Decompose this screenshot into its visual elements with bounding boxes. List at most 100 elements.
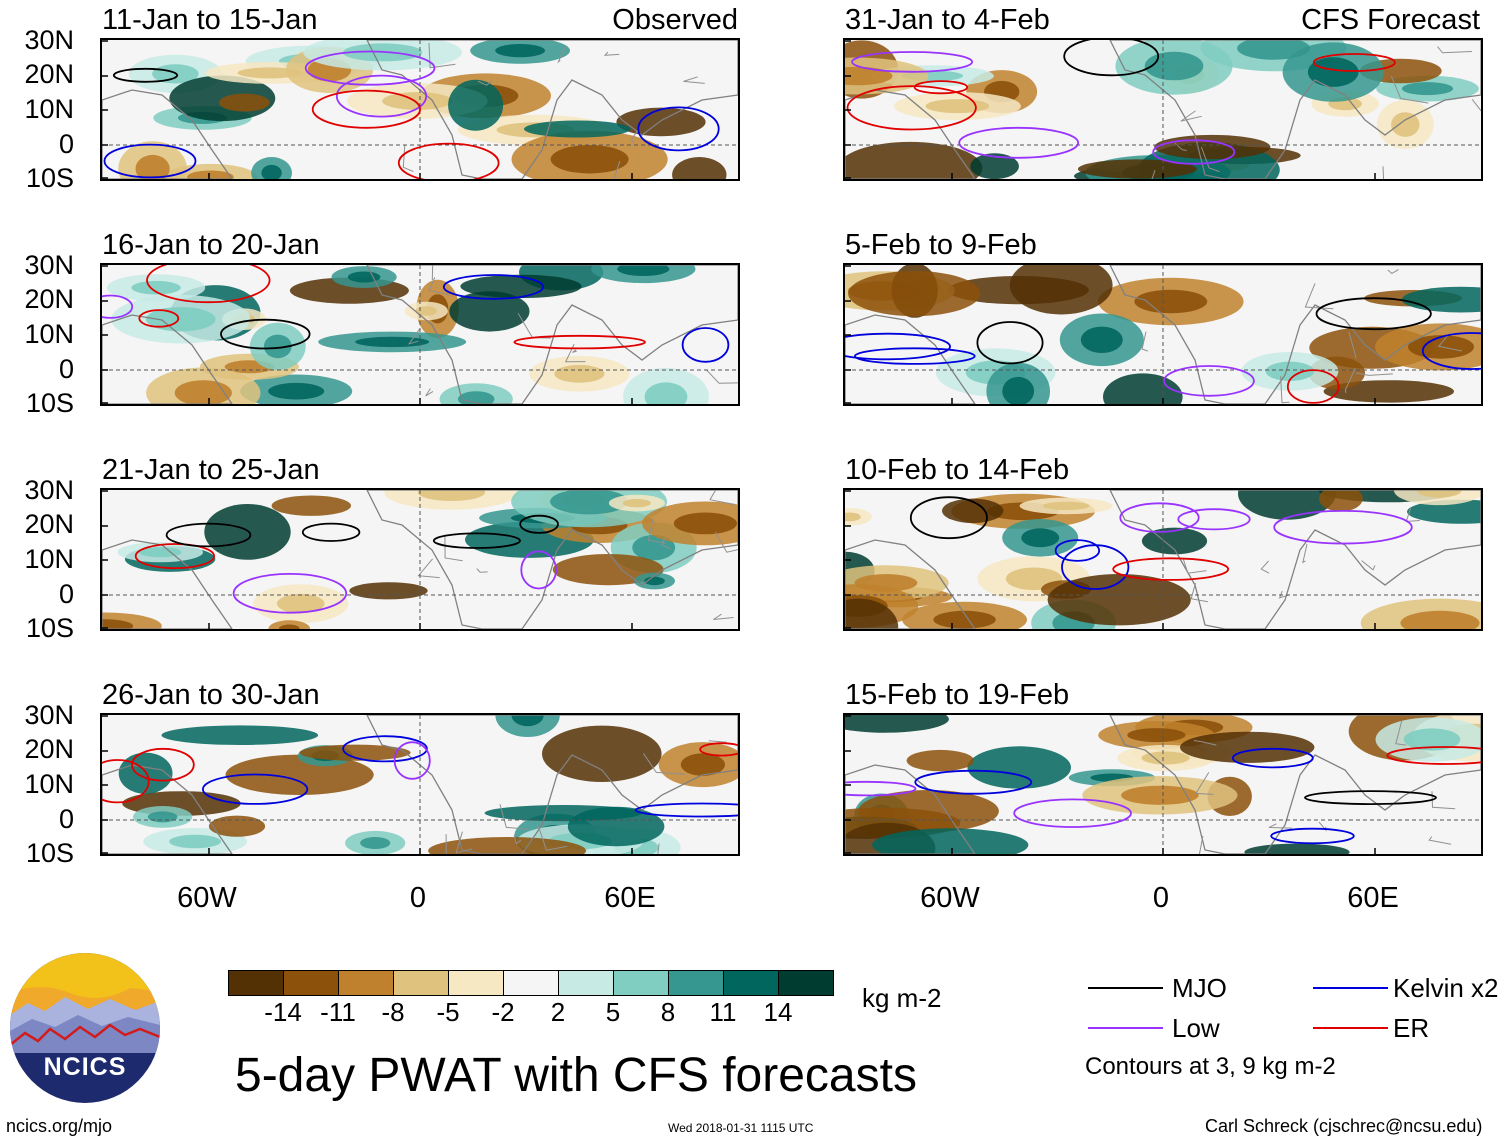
country-border xyxy=(613,160,621,179)
pwat-anomaly-core xyxy=(276,593,325,614)
pwat-anomaly-core xyxy=(102,619,134,629)
wave-contour xyxy=(1163,365,1255,397)
panel-title: 31-Jan to 4-Feb xyxy=(845,4,1050,36)
pwat-anomaly-shading xyxy=(204,504,291,560)
pwat-anomaly-core xyxy=(382,92,453,110)
wave-contour xyxy=(342,735,428,763)
colorbar-tick-label: -2 xyxy=(491,997,515,1027)
coastline xyxy=(845,314,976,404)
lat-label: 0 xyxy=(58,804,74,834)
pwat-anomaly-core xyxy=(1391,112,1420,137)
country-border xyxy=(1471,99,1481,112)
wave-contour xyxy=(393,741,431,780)
country-border xyxy=(1190,582,1208,603)
pwat-anomaly-core xyxy=(415,306,438,316)
wave-contour xyxy=(1421,332,1481,370)
pwat-anomaly-shading xyxy=(1319,490,1363,512)
lon-label: 0 xyxy=(1152,882,1170,914)
wave-contour xyxy=(699,742,738,757)
units-label: kg m-2 xyxy=(862,983,942,1013)
wave-contour xyxy=(1231,747,1314,769)
coastline xyxy=(366,715,738,854)
country-border xyxy=(1382,166,1385,179)
wave-contour xyxy=(1112,557,1230,581)
wave-contour xyxy=(1386,746,1481,765)
country-border xyxy=(1390,76,1429,104)
wave-contour xyxy=(1061,544,1130,590)
legend-mjo-line xyxy=(1088,987,1163,989)
lat-label: 20N xyxy=(24,734,74,764)
country-border xyxy=(1260,560,1270,574)
colorbar-segment xyxy=(613,970,669,996)
pwat-anomaly-shading xyxy=(872,828,1029,854)
country-border xyxy=(714,531,738,553)
figure-title: 5-day PWAT with CFS forecasts xyxy=(235,1049,917,1102)
panel-title: 26-Jan to 30-Jan xyxy=(102,679,320,711)
lat-label: 10S xyxy=(25,388,74,418)
country-border xyxy=(631,128,640,144)
wave-contour xyxy=(112,67,179,83)
colorbar-segment xyxy=(448,970,504,996)
lat-label: 10N xyxy=(24,94,74,124)
legend-mjo-label: MJO xyxy=(1172,973,1227,1003)
country-border xyxy=(557,46,566,64)
colorbar-tick-label: 2 xyxy=(550,997,566,1027)
wave-contour xyxy=(397,142,500,179)
coastline xyxy=(366,490,738,629)
country-border xyxy=(428,277,450,296)
lat-label: 20N xyxy=(24,509,74,539)
pwat-anomaly-shading xyxy=(1009,265,1113,315)
wave-contour xyxy=(976,321,1044,365)
country-border xyxy=(1437,331,1462,352)
country-border xyxy=(642,753,686,775)
panel-title: 11-Jan to 15-Jan xyxy=(102,4,318,36)
pwat-anomaly-core xyxy=(417,490,486,501)
coastline xyxy=(845,89,976,179)
pwat-anomaly-shading xyxy=(524,120,631,138)
country-border xyxy=(657,843,660,854)
pwat-anomaly-shading xyxy=(1323,380,1454,403)
wave-contour xyxy=(958,126,1080,159)
wave-contour xyxy=(637,106,720,152)
pwat-anomaly-core xyxy=(550,490,629,515)
wave-contour xyxy=(1013,798,1132,828)
pwat-anomaly-shading xyxy=(967,746,1071,789)
wave-contour xyxy=(634,802,738,818)
pwat-anomaly-shading xyxy=(449,291,530,332)
pwat-anomaly-core xyxy=(169,834,221,849)
country-border xyxy=(1318,821,1327,832)
pwat-anomaly-core xyxy=(1237,40,1311,60)
wave-contour xyxy=(232,573,348,614)
forecast-tag: CFS Forecast xyxy=(1301,4,1480,36)
country-border xyxy=(647,518,666,544)
country-border xyxy=(708,740,727,743)
lat-label: 10N xyxy=(24,769,74,799)
colorbar-tick-label: 5 xyxy=(605,997,621,1027)
lon-label: 60W xyxy=(177,882,237,914)
lat-label: 10N xyxy=(24,544,74,574)
pwat-anomaly-core xyxy=(1307,57,1359,87)
wave-contour xyxy=(1177,508,1251,531)
colorbar-segment xyxy=(393,970,449,996)
colorbar-tick-label: 14 xyxy=(763,997,793,1027)
wave-contour xyxy=(845,332,951,361)
wave-contour xyxy=(146,265,271,304)
colorbar-segment xyxy=(778,970,834,996)
country-border xyxy=(425,388,434,397)
country-border xyxy=(1356,372,1393,376)
country-border xyxy=(1437,46,1472,54)
map-panel-observed-2 xyxy=(100,263,740,406)
country-border xyxy=(499,804,529,830)
pwat-anomaly-core xyxy=(1401,82,1454,96)
colorbar-tick-label: -11 xyxy=(320,997,356,1027)
country-border xyxy=(402,145,414,173)
country-border xyxy=(1141,331,1148,352)
pwat-anomaly-shading xyxy=(942,498,1004,523)
pwat-anomaly-core xyxy=(845,512,861,522)
country-border xyxy=(660,537,672,550)
pwat-anomaly-shading xyxy=(672,157,727,179)
pwat-anomaly-core xyxy=(1403,728,1461,751)
pwat-anomaly-core xyxy=(261,164,282,179)
coastline xyxy=(102,89,233,179)
country-border xyxy=(1395,720,1407,746)
